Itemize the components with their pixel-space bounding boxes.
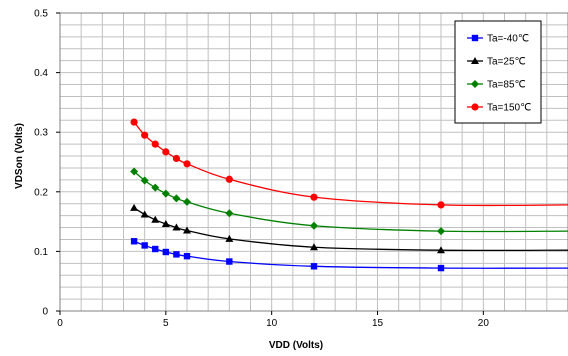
data-point xyxy=(310,193,318,201)
data-point xyxy=(162,248,170,256)
data-point xyxy=(183,252,191,260)
data-point xyxy=(173,251,180,258)
data-point xyxy=(183,160,191,168)
data-point xyxy=(225,209,234,218)
x-tick-label: 15 xyxy=(372,318,384,329)
legend-item: Ta=25℃ xyxy=(467,57,526,68)
y-tick-label: 0.2 xyxy=(34,187,48,198)
y-tick-label: 0.4 xyxy=(34,68,48,79)
data-point xyxy=(225,234,234,242)
data-point xyxy=(437,246,445,254)
series-line xyxy=(133,121,568,207)
x-tick-label: 5 xyxy=(163,318,169,329)
data-point xyxy=(172,154,181,163)
data-point xyxy=(152,245,159,253)
x-axis-ticks: 0 5 10 15 20 xyxy=(57,311,489,329)
data-point xyxy=(141,131,149,139)
x-axis-title: VDD (Volts) xyxy=(269,340,323,351)
y-tick-label: 0.3 xyxy=(34,128,48,139)
legend-label: Ta=85℃ xyxy=(487,80,526,91)
series-3 xyxy=(130,167,568,236)
data-point xyxy=(140,176,149,185)
y-axis-title: VDSon (Volts) xyxy=(14,123,25,189)
series-line xyxy=(133,240,568,269)
legend-item: Ta=-40℃ xyxy=(467,34,529,45)
data-point xyxy=(437,201,445,209)
data-point xyxy=(130,203,139,211)
series-4 xyxy=(130,118,568,209)
data-point xyxy=(161,219,170,227)
data-point xyxy=(310,221,318,230)
x-tick-label: 20 xyxy=(478,318,490,329)
data-point xyxy=(226,258,233,265)
series-line xyxy=(133,171,568,233)
series-1 xyxy=(130,238,568,272)
legend-item: Ta=85℃ xyxy=(467,80,526,91)
data-point xyxy=(161,189,170,198)
legend-marker xyxy=(471,34,479,42)
x-tick-label: 10 xyxy=(266,318,278,329)
legend-marker xyxy=(471,80,479,88)
data-point xyxy=(437,227,445,236)
data-point xyxy=(183,226,191,234)
legend-item: Ta=150℃ xyxy=(467,103,531,114)
legend-label: Ta=-40℃ xyxy=(487,34,529,45)
legend-label: Ta=150℃ xyxy=(487,103,531,114)
series-layer xyxy=(130,118,568,272)
plot-area xyxy=(59,12,568,312)
data-point xyxy=(310,243,318,251)
series-line xyxy=(133,207,568,252)
legend-marker xyxy=(471,103,479,111)
data-point xyxy=(130,167,139,176)
data-point xyxy=(310,263,318,270)
legend: Ta=-40℃ Ta=25℃ Ta=85℃ Ta=150℃ xyxy=(454,20,542,124)
y-tick-label: 0.1 xyxy=(34,247,48,258)
x-tick-label: 0 xyxy=(57,318,63,329)
data-point xyxy=(162,148,170,156)
y-tick-label: 0.5 xyxy=(34,9,48,20)
y-tick-label: 0 xyxy=(42,307,48,318)
data-point xyxy=(141,242,148,249)
data-point xyxy=(140,210,149,218)
data-point xyxy=(130,118,138,126)
data-point xyxy=(130,238,138,245)
data-point xyxy=(225,175,233,183)
series-2 xyxy=(130,203,568,254)
data-point xyxy=(172,223,181,231)
data-point xyxy=(172,194,181,203)
legend-marker xyxy=(471,57,479,64)
data-point xyxy=(183,197,191,206)
y-axis-ticks: 0 0.1 0.2 0.3 0.4 0.5 xyxy=(34,9,60,318)
data-point xyxy=(151,140,159,148)
data-point xyxy=(151,215,160,223)
data-point xyxy=(151,183,160,192)
data-point xyxy=(437,264,445,272)
legend-label: Ta=25℃ xyxy=(487,57,526,68)
